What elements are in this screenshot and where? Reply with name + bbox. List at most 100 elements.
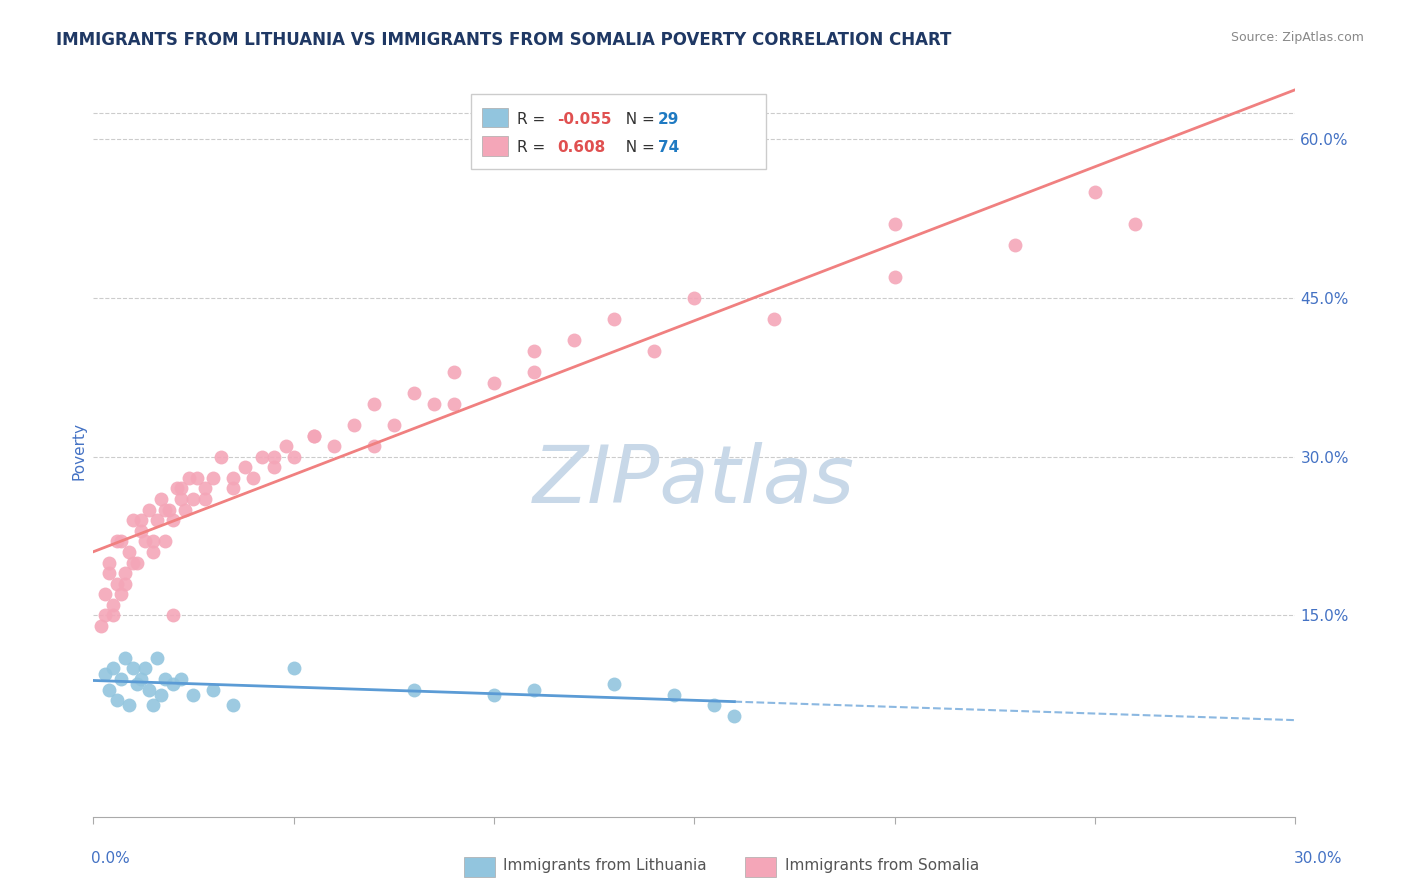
Point (114, 566, 136, 581)
Point (142, 698, 165, 713)
Point (274, 439, 297, 453)
Point (155, 534, 177, 549)
Point (174, 502, 197, 516)
Point (683, 291, 706, 305)
Point (142, 545, 165, 559)
Point (222, 698, 245, 713)
Point (146, 513, 169, 527)
Point (98, 556, 121, 570)
Point (482, 376, 505, 390)
Point (170, 672, 193, 686)
Point (90, 619, 112, 633)
Point (170, 491, 193, 506)
Point (209, 450, 232, 464)
Point (283, 450, 305, 464)
Text: -0.055: -0.055 (557, 112, 612, 127)
Point (603, 677, 626, 691)
Point (402, 386, 425, 401)
Point (98, 682, 121, 697)
Point (166, 482, 188, 496)
Point (322, 439, 344, 453)
Point (263, 460, 285, 475)
Point (155, 502, 177, 516)
Point (523, 682, 546, 697)
Point (157, 502, 180, 516)
Text: 74: 74 (658, 140, 679, 155)
Point (1123, 217, 1146, 231)
Point (523, 365, 546, 379)
Point (114, 576, 136, 591)
Point (98, 566, 121, 581)
Point (482, 688, 505, 702)
Point (703, 698, 725, 713)
Point (763, 312, 786, 326)
Point (382, 417, 405, 432)
Point (162, 608, 184, 623)
Text: IMMIGRANTS FROM LITHUANIA VS IMMIGRANTS FROM SOMALIA POVERTY CORRELATION CHART: IMMIGRANTS FROM LITHUANIA VS IMMIGRANTS … (56, 31, 952, 49)
Point (523, 343, 546, 358)
Point (122, 556, 145, 570)
Point (129, 513, 152, 527)
Point (170, 482, 193, 496)
Point (134, 661, 156, 675)
Point (302, 428, 325, 442)
Text: Immigrants from Somalia: Immigrants from Somalia (785, 858, 979, 872)
Point (202, 471, 225, 485)
Point (105, 534, 128, 549)
Text: R =: R = (517, 140, 555, 155)
Point (110, 587, 132, 601)
Point (138, 502, 160, 516)
Point (1004, 238, 1026, 252)
Point (179, 471, 201, 485)
Point (283, 661, 305, 675)
Point (103, 608, 125, 623)
Point (129, 524, 152, 538)
Text: Source: ZipAtlas.com: Source: ZipAtlas.com (1230, 31, 1364, 45)
Point (162, 513, 184, 527)
Point (222, 471, 245, 485)
Point (129, 672, 152, 686)
Point (183, 491, 205, 506)
Point (250, 450, 273, 464)
Point (883, 217, 905, 231)
Point (186, 471, 208, 485)
Y-axis label: Poverty: Poverty (72, 423, 86, 481)
Point (242, 471, 264, 485)
Point (105, 693, 128, 707)
Point (1084, 185, 1107, 199)
Point (363, 397, 385, 411)
Point (603, 312, 626, 326)
Point (122, 513, 145, 527)
Text: N =: N = (616, 140, 659, 155)
Point (202, 682, 225, 697)
Point (222, 482, 245, 496)
Point (127, 556, 149, 570)
Point (150, 491, 173, 506)
Point (162, 677, 184, 691)
Point (562, 334, 585, 348)
Point (723, 709, 745, 723)
Point (402, 682, 425, 697)
Text: 0.0%: 0.0% (91, 852, 131, 866)
Point (146, 650, 169, 665)
Text: N =: N = (616, 112, 659, 127)
Point (643, 343, 665, 358)
Point (194, 491, 217, 506)
Point (103, 598, 125, 612)
Point (183, 688, 205, 702)
Point (302, 428, 325, 442)
Point (122, 661, 145, 675)
Point (664, 688, 686, 702)
Point (883, 269, 905, 284)
Point (150, 688, 173, 702)
Point (142, 534, 165, 549)
Point (155, 672, 177, 686)
Text: 29: 29 (658, 112, 679, 127)
Point (443, 397, 465, 411)
Point (134, 534, 156, 549)
Point (118, 698, 141, 713)
Point (110, 534, 132, 549)
Text: R =: R = (517, 112, 551, 127)
Point (103, 661, 125, 675)
Point (263, 450, 285, 464)
